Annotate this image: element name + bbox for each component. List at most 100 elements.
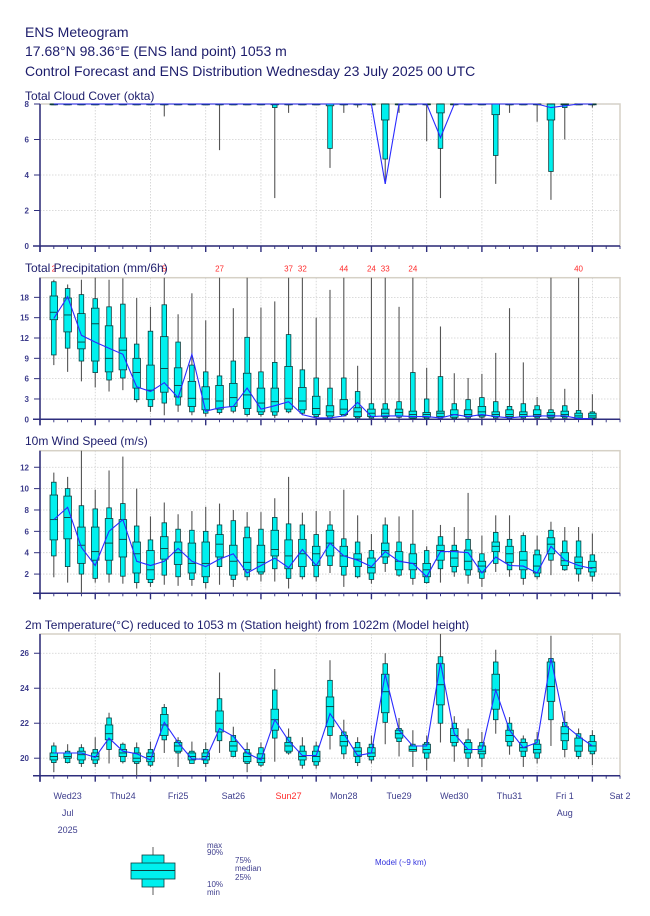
box-p25-p75 [91,526,100,561]
box-temperature-2 [77,744,86,767]
box-temperature-27 [422,735,431,771]
box-p25-p75 [436,410,445,417]
box-wind-speed-24 [381,517,390,572]
box-p25-p75 [298,387,307,411]
box-temperature-5 [118,742,128,764]
panel-title-temperature: 2m Temperature(°C) reduced to 1053 m (St… [25,618,469,632]
control-forecast-line [53,658,593,761]
box-p25-p75 [160,336,169,393]
box-p25-p75 [311,395,321,415]
box-p25-p75 [229,544,238,576]
box-wind-speed-1 [63,476,72,583]
box-p25-p75 [104,518,114,561]
panel-wind-speed: 2 4 6 8 10 12 [20,449,621,600]
panel-title-cloud-cover: Total Cloud Cover (okta) [25,89,154,103]
box-p25-p75 [381,103,390,121]
box-temperature-13 [229,726,238,758]
year-label: 2025 [58,825,78,835]
box-p25-p75 [118,519,128,558]
panel-cloud-cover: 0 2 4 6 8 [25,100,621,252]
box-precipitation-26 [408,277,418,420]
box-p25-p75 [325,405,335,417]
box-temperature-12 [215,672,224,753]
box-p25-p75 [242,537,252,571]
box-p25-p75 [270,387,279,413]
y-tick-label: 0 [25,242,30,251]
box-temperature-17 [284,728,293,755]
box-precipitation-14 [242,277,252,417]
overflow-max-label: 27 [215,265,224,274]
box-wind-speed-17 [284,476,293,589]
y-tick-label: 12 [20,463,29,472]
box-wind-speed-26 [408,509,418,585]
box-p25-p75 [284,366,293,410]
box-p25-p75 [532,743,542,754]
y-tick-label: 20 [20,754,29,763]
box-p25-p75 [49,295,59,321]
box-precipitation-1 [63,284,72,372]
box-wind-speed-13 [229,509,238,587]
box-p10-p90 [520,403,527,419]
box-p10-p90 [327,103,333,149]
box-temperature-7 [146,741,155,767]
panel-title-precipitation: Total Precipitation (mm/6h) [25,261,168,275]
box-wind-speed-30 [463,492,473,584]
panel-precipitation: 0 3 6 9 12 15 18 2 5 27 37 32 44 24 33 24 40 [20,265,621,426]
legend-model-resolution: Model (~9 km) [375,858,427,867]
day-label: Tue29 [386,791,411,801]
box-p25-p75 [215,710,224,733]
day-label: Mon28 [330,791,358,801]
box-p25-p75 [132,752,141,763]
box-temperature-10 [187,741,197,764]
box-wind-speed-32 [491,515,500,572]
box-p25-p75 [463,549,473,571]
box-p25-p75 [463,409,473,417]
meteogram-title: ENS Meteogram [25,24,129,40]
box-p25-p75 [104,724,114,741]
box-wind-speed-3 [91,489,100,583]
box-cloud-cover-32 [491,103,500,184]
box-precipitation-12 [215,277,224,415]
box-p25-p75 [574,556,583,570]
box-p25-p75 [256,544,266,573]
box-precipitation-2 [77,279,86,382]
box-p25-p75 [574,737,583,752]
control-forecast-line [53,295,593,420]
box-temperature-1 [63,744,72,764]
y-tick-label: 26 [20,649,29,658]
box-p25-p75 [505,545,514,563]
box-wind-speed-10 [187,511,197,586]
box-precipitation-39 [588,394,597,420]
box-precipitation-31 [477,373,487,419]
y-tick-label: 12 [20,334,29,343]
day-label: Wed30 [440,791,468,801]
box-p25-p75 [284,742,293,752]
y-tick-label: 15 [20,314,29,323]
box-p25-p75 [560,410,569,417]
box-p25-p75 [367,557,376,574]
box-precipitation-11 [201,320,210,417]
legend-label-min: min [207,888,220,897]
box-p25-p75 [173,742,183,752]
legend-label-max: max [207,841,222,850]
box-precipitation-29 [450,373,459,420]
box-precipitation-24 [381,277,390,419]
box-p25-p75 [519,551,528,571]
y-tick-label: 3 [25,395,30,404]
box-wind-speed-9 [173,514,183,586]
box-precipitation-37 [560,388,569,419]
box-p25-p75 [104,325,114,373]
box-temperature-20 [325,660,335,750]
box-precipitation-35 [532,396,542,419]
day-label: Sat26 [222,791,246,801]
box-p25-p75 [463,742,473,754]
box-precipitation-20 [325,289,335,419]
overflow-max-label: 24 [367,265,376,274]
box-p25-p75 [132,357,141,389]
box-temperature-22 [353,737,362,767]
box-precipitation-8 [160,277,169,416]
box-p25-p75 [146,752,155,763]
box-wind-speed-18 [298,512,307,580]
box-p25-p75 [532,554,542,574]
box-p25-p75 [173,541,183,565]
